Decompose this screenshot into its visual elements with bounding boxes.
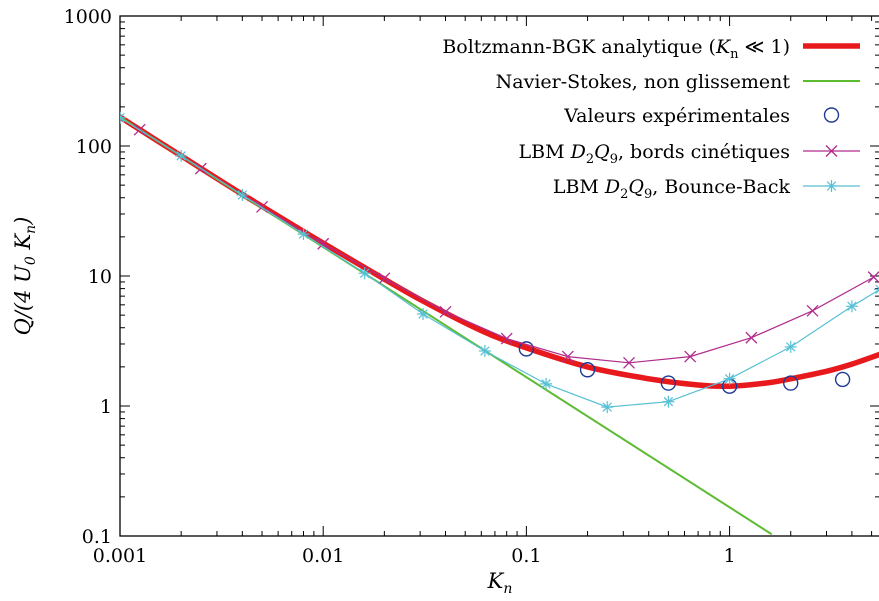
data-point xyxy=(297,228,310,241)
legend-sample-marker xyxy=(825,145,838,157)
data-point xyxy=(518,341,535,357)
y-axis-title: Q/(4 U0 Kn) xyxy=(11,217,39,336)
legend-sample-marker xyxy=(823,107,840,123)
data-point xyxy=(623,356,635,369)
data-point xyxy=(601,401,614,414)
data-point xyxy=(660,375,677,391)
x-axis-title: Kn xyxy=(487,569,513,597)
legend: Boltzmann-BGK analytique (Kn ≪ 1) Navier-… xyxy=(442,36,860,202)
data-point xyxy=(417,308,430,321)
tick-labels: 0.001 0.01 0.1 1 0.1 1 10 100 1000 xyxy=(64,6,736,567)
y-tick-label: 0.1 xyxy=(82,526,112,548)
data-point xyxy=(867,271,879,284)
data-point xyxy=(845,300,858,313)
data-point xyxy=(120,111,126,124)
x-tick-label: 0.1 xyxy=(511,545,541,567)
data-point xyxy=(806,304,819,317)
y-tick-label: 1000 xyxy=(64,6,112,28)
data-point xyxy=(723,372,736,385)
series-line xyxy=(139,129,874,364)
x-tick-label: 1 xyxy=(724,545,736,567)
data-point xyxy=(378,272,391,285)
axis-ticks xyxy=(119,15,879,537)
legend-entry-label: Navier-Stokes, non glissement xyxy=(496,71,791,93)
data-point xyxy=(358,267,371,280)
data-point xyxy=(317,237,330,250)
legend-entry-label: LBM D2Q9, Bounce-Back xyxy=(553,176,791,202)
series-layer xyxy=(120,111,879,535)
data-point xyxy=(745,331,758,344)
data-point xyxy=(478,344,491,357)
data-point xyxy=(175,149,188,162)
x-tick-label: 0.001 xyxy=(93,545,147,567)
data-point xyxy=(662,395,675,408)
data-point xyxy=(579,362,596,378)
data-point xyxy=(874,284,879,295)
y-tick-label: 1 xyxy=(100,396,112,418)
series-line xyxy=(120,117,879,408)
data-point xyxy=(500,332,513,345)
data-point xyxy=(561,350,574,363)
data-point xyxy=(834,371,851,388)
data-point xyxy=(783,375,799,391)
plot-frame xyxy=(119,15,879,537)
data-point xyxy=(540,377,553,390)
x-tick-label: 0.01 xyxy=(302,545,344,567)
series-3 xyxy=(518,341,851,394)
y-tick-label: 100 xyxy=(76,136,112,158)
legend-entry-label: Boltzmann-BGK analytique (Kn ≪ 1) xyxy=(442,36,790,62)
y-tick-label: 10 xyxy=(88,266,112,288)
data-point xyxy=(784,340,797,353)
data-point xyxy=(236,188,249,201)
series-5 xyxy=(120,111,879,414)
data-point xyxy=(439,305,452,318)
legend-entry-label: Valeurs expérimentales xyxy=(563,105,790,127)
legend-entry-label: LBM D2Q9, bords cinétiques xyxy=(519,141,790,167)
legend-sample-marker xyxy=(825,180,838,192)
data-point xyxy=(684,350,697,363)
